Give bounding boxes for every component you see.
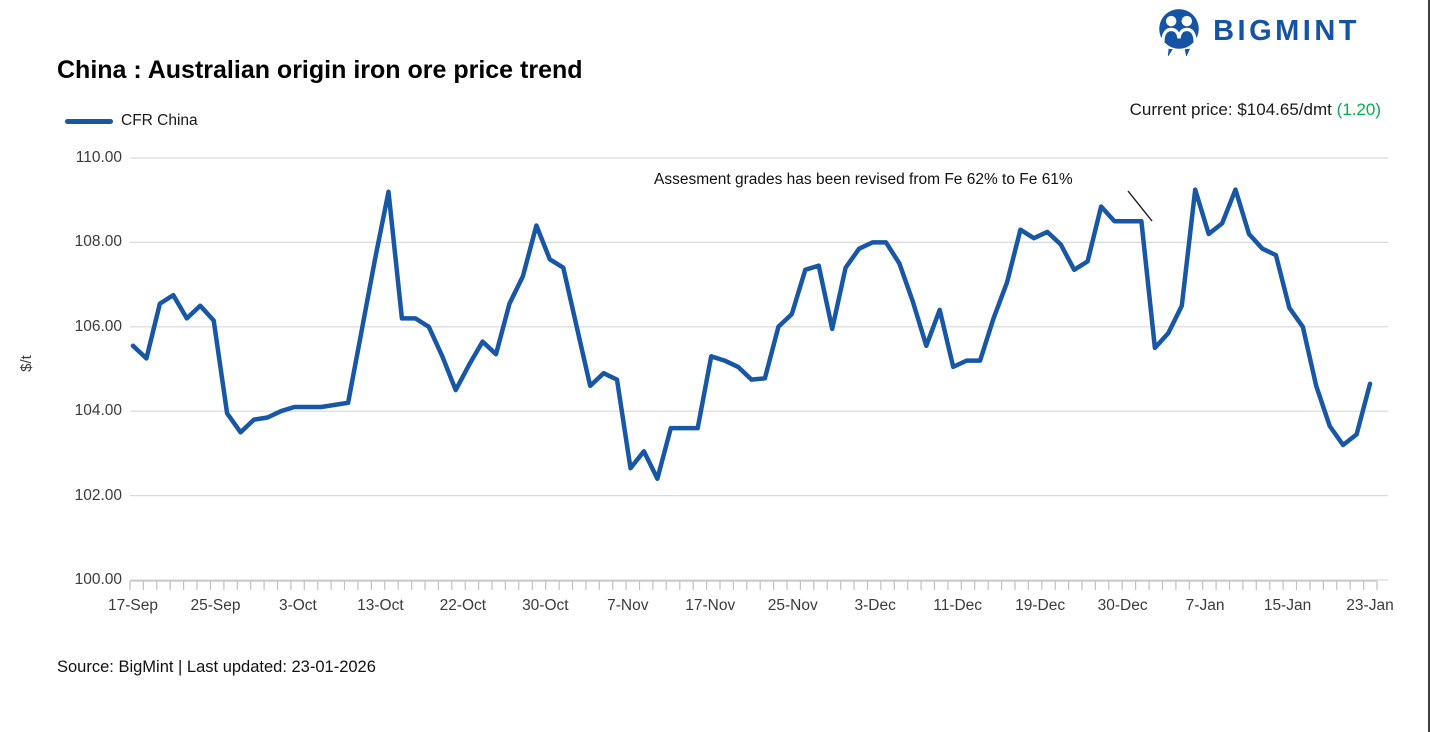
x-axis-tick-label: 11-Dec	[933, 597, 983, 614]
current-price-change: (1.20)	[1336, 100, 1381, 119]
x-axis-tick-label: 3-Oct	[278, 597, 317, 614]
bigmint-logo: BIGMINT	[1154, 6, 1360, 56]
annotation-text: Assesment grades has been revised from F…	[654, 171, 1073, 188]
legend-line-swatch	[65, 118, 113, 124]
source-footer: Source: BigMint | Last updated: 23-01-20…	[57, 658, 376, 676]
x-axis-tick-label: 7-Jan	[1185, 597, 1225, 614]
y-axis-tick-label: 110.00	[75, 149, 122, 166]
y-axis-tick-label: 100.00	[74, 571, 122, 588]
bigmint-logo-icon	[1159, 9, 1199, 56]
chart-legend: CFR China	[65, 112, 198, 130]
x-axis-tick-label: 15-Jan	[1263, 597, 1312, 614]
x-axis-tick-label: 23-Jan	[1346, 597, 1394, 614]
x-axis-tick-label: 19-Dec	[1015, 597, 1066, 614]
x-axis-tick-label: 13-Oct	[357, 597, 404, 614]
x-axis-tick-label: 25-Sep	[190, 597, 241, 614]
x-axis-tick-label: 17-Nov	[685, 597, 736, 614]
y-axis-unit-label: $/t	[17, 355, 35, 372]
y-axis-labels: 100.00 102.00 104.00 106.00 108.00 110.00	[0, 0, 122, 732]
legend-series-label: CFR China	[121, 112, 198, 129]
x-axis-tick-label: 3-Dec	[854, 597, 896, 614]
x-axis-tick-label: 30-Dec	[1097, 597, 1148, 614]
current-price: Current price: $104.65/dmt (1.20)	[1130, 100, 1381, 120]
y-axis-tick-label: 108.00	[74, 233, 122, 251]
y-axis-tick-label: 104.00	[74, 402, 122, 420]
x-axis-tick-label: 25-Nov	[767, 597, 818, 614]
x-axis-tick-label: 22-Oct	[439, 597, 487, 614]
chart-title: China : Australian origin iron ore price…	[57, 56, 583, 84]
x-axis-tick-label: 17-Sep	[108, 597, 158, 614]
current-price-label: Current price: $104.65/dmt	[1129, 100, 1337, 119]
y-axis-tick-label: 102.00	[74, 486, 122, 504]
bigmint-logo-text: BIGMINT	[1213, 14, 1360, 47]
x-axis-tick-label: 30-Oct	[522, 597, 569, 614]
y-axis-tick-label: 106.00	[74, 317, 122, 335]
x-axis-labels: 17-Sep 25-Sep 3-Oct 13-Oct 22-Oct 30-Oct 7-Nov…	[0, 597, 1428, 621]
x-axis-tick-label: 7-Nov	[607, 597, 649, 614]
